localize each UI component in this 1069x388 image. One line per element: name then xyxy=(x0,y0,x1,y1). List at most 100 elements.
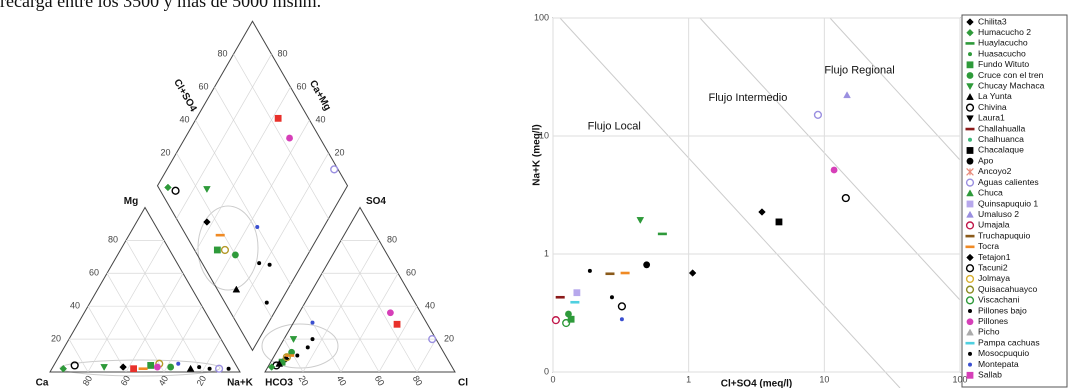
legend-label: Ancoyo2 xyxy=(978,166,1012,176)
legend-marker xyxy=(966,61,974,69)
tick-label: 20 xyxy=(195,374,209,388)
diamond-point xyxy=(267,262,272,267)
legend-label: Huaylacucho xyxy=(978,38,1028,48)
anion-point xyxy=(282,353,291,362)
x-tick-label: 0 xyxy=(550,374,555,384)
tick-label: 80 xyxy=(387,235,397,245)
y-tick-label: 0 xyxy=(544,366,549,376)
data-point xyxy=(619,317,624,322)
diamond-point xyxy=(264,300,269,305)
legend-marker xyxy=(966,189,974,197)
legend-marker xyxy=(965,341,975,345)
axis-label: Cl+SO4 xyxy=(171,77,199,114)
diamond-point xyxy=(255,224,260,229)
tick-label: 20 xyxy=(297,374,311,388)
grid-line xyxy=(214,86,310,252)
legend-label: Tocra xyxy=(978,241,999,251)
legend-label: Pillones xyxy=(978,316,1008,326)
grid-line xyxy=(378,306,418,373)
legend-marker xyxy=(966,200,974,208)
y-tick-label: 1 xyxy=(544,248,549,258)
legend-label: Quinsapuquio 1 xyxy=(978,198,1038,208)
legend-label: Quisacahuayco xyxy=(978,284,1037,294)
legend-marker xyxy=(968,309,972,314)
axis-label: Cl xyxy=(458,378,468,388)
data-point xyxy=(570,300,580,304)
data-point xyxy=(573,289,581,297)
data-point xyxy=(688,269,697,277)
cation-point xyxy=(226,366,231,371)
legend-marker xyxy=(966,328,974,336)
anion-point xyxy=(393,320,401,328)
legend-label: Viscachani xyxy=(978,295,1019,305)
triangle-outline xyxy=(264,206,456,373)
grid-line xyxy=(214,119,310,285)
legend-label: Chivina xyxy=(978,102,1007,112)
data-point xyxy=(617,302,626,311)
cluster-outline xyxy=(197,205,259,291)
x-tick-label: 1 xyxy=(686,374,691,384)
legend-label: Chalhuanca xyxy=(978,134,1024,144)
legend-label: Aguas calientes xyxy=(978,177,1039,187)
cation-point xyxy=(176,361,181,366)
flow-boundary xyxy=(829,17,961,161)
data-point xyxy=(657,232,667,236)
cation-point xyxy=(207,366,212,371)
data-point xyxy=(551,316,560,325)
legend-label: Montepata xyxy=(978,359,1019,369)
tick-label: 80 xyxy=(411,374,425,388)
legend-marker xyxy=(966,83,974,91)
data-point xyxy=(609,295,614,300)
anion-point xyxy=(428,334,437,344)
legend-marker xyxy=(966,157,974,165)
diamond-outline xyxy=(156,20,349,352)
tick-label: 80 xyxy=(81,374,95,388)
data-point xyxy=(843,91,851,99)
cation-point xyxy=(153,363,161,371)
flow-boundary xyxy=(559,17,901,388)
diamond-point xyxy=(274,114,282,122)
legend-marker xyxy=(966,18,974,26)
legend-marker xyxy=(965,178,975,187)
grid-line xyxy=(340,273,399,373)
diamond-point xyxy=(232,251,239,259)
tick-label: 60 xyxy=(406,268,416,278)
anion-point xyxy=(288,348,295,356)
cluster-outline xyxy=(261,323,339,369)
anion-point xyxy=(310,337,315,342)
legend-label: Tetajon1 xyxy=(978,252,1011,262)
axis-label: Ca xyxy=(36,378,49,388)
tick-label: 40 xyxy=(425,301,435,311)
legend-label: Humacucho 2 xyxy=(978,27,1031,37)
legend-label: Pillones bajo xyxy=(978,305,1027,315)
cation-point xyxy=(167,363,175,371)
tick-label: 60 xyxy=(119,374,133,388)
axis-label: HCO3 xyxy=(265,378,293,388)
annotation: Flujo Local xyxy=(588,121,641,133)
legend-marker xyxy=(965,42,975,45)
diamond-point xyxy=(330,165,339,174)
anion-point xyxy=(289,336,298,344)
legend-label: Fundo Wituto xyxy=(978,59,1029,69)
legend-marker xyxy=(966,28,974,37)
grid-line xyxy=(176,53,272,219)
data-point xyxy=(636,217,645,224)
diamond-point xyxy=(232,285,241,293)
legend-label: Sallab xyxy=(978,370,1002,380)
cation-point xyxy=(138,367,148,371)
tick-label: 40 xyxy=(335,374,349,388)
legend-marker xyxy=(966,168,974,176)
legend-marker xyxy=(965,285,975,294)
tick-label: 40 xyxy=(316,114,326,124)
x-tick-label: 100 xyxy=(952,374,967,384)
cation-point xyxy=(215,364,224,373)
data-point xyxy=(567,315,575,323)
legend-marker xyxy=(966,253,974,262)
grid-line xyxy=(87,306,127,373)
axis-label: Na+K xyxy=(227,378,254,388)
diamond-point xyxy=(286,134,293,142)
grid-line xyxy=(233,152,329,318)
legend-marker xyxy=(968,137,972,142)
annotation: Flujo Regional xyxy=(824,64,894,76)
legend-label: Huasacucho xyxy=(978,48,1026,58)
